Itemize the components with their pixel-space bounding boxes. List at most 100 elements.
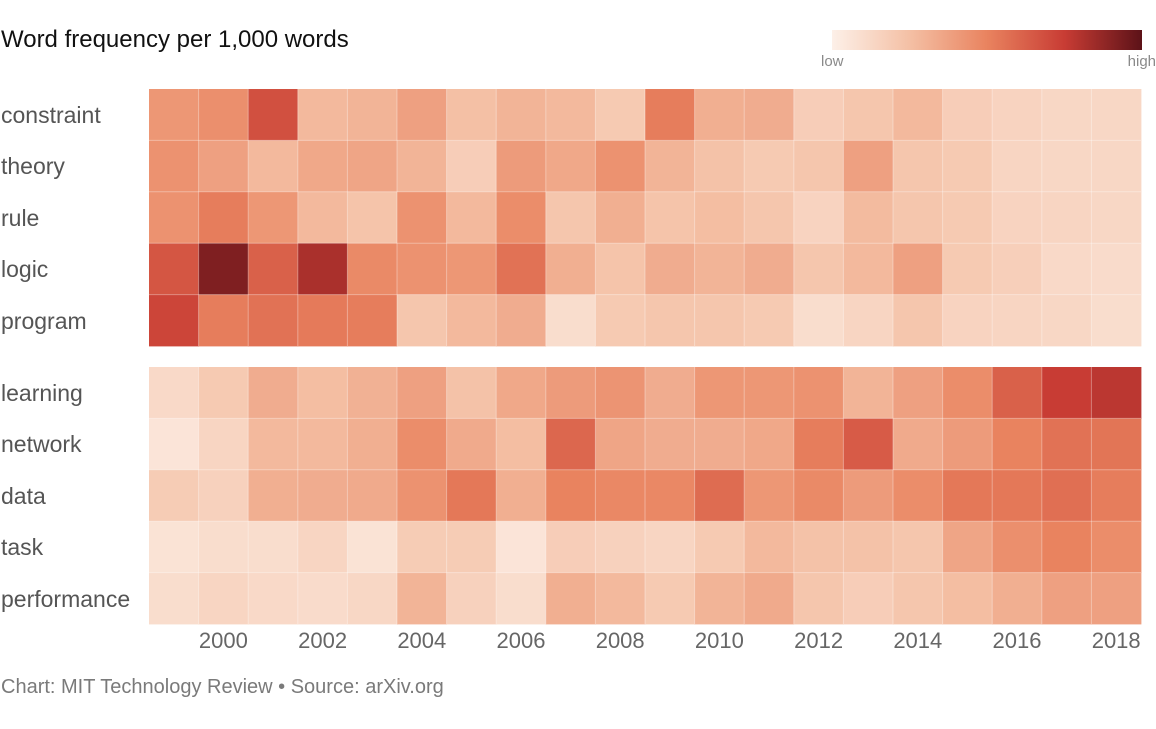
- x-tick-label-2006: 2006: [496, 628, 546, 653]
- row-label-data: data: [1, 482, 46, 509]
- heatmap-cell-logic-2014: [893, 243, 943, 295]
- heatmap-cell-rule-2008: [595, 191, 646, 244]
- heatmap-cell-rule-2010: [694, 191, 745, 244]
- heatmap-cell-task-2015: [942, 521, 993, 573]
- heatmap-cell-task-2017: [1041, 521, 1092, 573]
- heatmap-cell-theory-2013: [843, 140, 894, 193]
- heatmap-cell-constraint-2006: [496, 89, 547, 141]
- heatmap-cell-network-2017: [1041, 418, 1092, 471]
- heatmap-cell-task-2008: [595, 521, 646, 573]
- heatmap-cell-program-2009: [645, 294, 695, 347]
- heatmap-cell-rule-2018: [1091, 191, 1142, 244]
- heatmap-cell-task-2006: [496, 521, 547, 573]
- heatmap-cell-logic-1999: [149, 243, 199, 295]
- heatmap-cell-task-2007: [545, 521, 596, 573]
- heatmap-cell-learning-2018: [1091, 367, 1142, 419]
- heatmap-cell-theory-2011: [744, 140, 795, 193]
- heatmap-cell-constraint-2008: [595, 89, 646, 141]
- heatmap-cell-network-2011: [744, 418, 795, 471]
- heatmap-cell-rule-2015: [942, 191, 993, 244]
- chart-title: Word frequency per 1,000 words: [1, 26, 349, 53]
- heatmap-cell-program-2016: [992, 294, 1043, 347]
- heatmap-cell-rule-2003: [347, 191, 398, 244]
- row-label-learning: learning: [1, 380, 83, 406]
- heatmap-cell-data-2003: [347, 469, 398, 522]
- heatmap-cell-program-2007: [545, 294, 596, 347]
- heatmap-cell-constraint-2017: [1041, 89, 1092, 141]
- heatmap-cell-learning-1999: [149, 367, 199, 419]
- heatmap-cell-program-2014: [893, 294, 943, 347]
- heatmap-cell-constraint-2014: [893, 89, 943, 141]
- heatmap-cell-learning-2001: [248, 367, 299, 419]
- heatmap-cell-data-2016: [992, 469, 1043, 522]
- heatmap-cell-logic-2017: [1041, 243, 1092, 295]
- x-tick-label-2008: 2008: [595, 628, 645, 653]
- row-label-performance: performance: [1, 585, 131, 612]
- row-label-constraint: constraint: [1, 102, 101, 128]
- heatmap-cell-logic-2009: [645, 243, 695, 295]
- heatmap-cell-task-2003: [347, 521, 398, 573]
- heatmap-cell-data-2006: [496, 469, 547, 522]
- heatmap-cell-logic-2016: [992, 243, 1043, 295]
- heatmap-cell-performance-2017: [1041, 572, 1092, 625]
- heatmap-cell-task-2004: [397, 521, 447, 573]
- heatmap-cell-logic-2005: [446, 243, 497, 295]
- heatmap-cell-constraint-2005: [446, 89, 497, 141]
- heatmap-cell-task-2012: [793, 521, 844, 573]
- heatmap-cell-theory-2018: [1091, 140, 1142, 193]
- heatmap-cell-performance-2018: [1091, 572, 1142, 625]
- heatmap-cell-network-2000: [198, 418, 249, 471]
- heatmap-cell-theory-2000: [198, 140, 249, 193]
- heatmap-cell-rule-2004: [397, 191, 447, 244]
- heatmap-cell-logic-2012: [793, 243, 844, 295]
- heatmap-cell-logic-2002: [297, 243, 348, 295]
- heatmap-cell-task-2000: [198, 521, 249, 573]
- heatmap-cell-learning-2017: [1041, 367, 1092, 419]
- row-label-rule: rule: [1, 204, 40, 231]
- heatmap-cell-program-2002: [297, 294, 348, 347]
- heatmap-cell-data-2000: [198, 469, 249, 522]
- heatmap-cell-theory-2009: [645, 140, 695, 193]
- heatmap-cell-constraint-2003: [347, 89, 398, 141]
- heatmap-cell-performance-2009: [645, 572, 695, 625]
- heatmap-cell-data-2002: [297, 469, 348, 522]
- legend-gradient-bar: [832, 30, 1142, 50]
- heatmap-cell-theory-2003: [347, 140, 398, 193]
- heatmap-cell-learning-2003: [347, 367, 398, 419]
- heatmap-cell-program-2012: [793, 294, 844, 347]
- heatmap-cell-logic-2003: [347, 243, 398, 295]
- heatmap-cell-task-2010: [694, 521, 745, 573]
- heatmap-cell-data-2009: [645, 469, 695, 522]
- heatmap-cell-data-2015: [942, 469, 993, 522]
- heatmap-cell-network-2009: [645, 418, 695, 471]
- heatmap-cell-performance-2007: [545, 572, 596, 625]
- x-tick-label-2016: 2016: [992, 628, 1042, 653]
- heatmap-cell-learning-2012: [793, 367, 844, 419]
- heatmap-cell-task-2005: [446, 521, 497, 573]
- heatmap-cell-theory-2002: [297, 140, 348, 193]
- heatmap-cell-performance-2008: [595, 572, 646, 625]
- heatmap-cell-rule-2012: [793, 191, 844, 244]
- heatmap-cell-learning-2009: [645, 367, 695, 419]
- heatmap-cell-constraint-2009: [645, 89, 695, 141]
- heatmap-cell-task-2011: [744, 521, 795, 573]
- heatmap-cell-logic-2011: [744, 243, 795, 295]
- heatmap-cell-network-2004: [397, 418, 447, 471]
- heatmap-cell-network-2007: [545, 418, 596, 471]
- heatmap-cell-network-2015: [942, 418, 993, 471]
- heatmap-cell-performance-2011: [744, 572, 795, 625]
- heatmap-cell-logic-2007: [545, 243, 596, 295]
- heatmap-cell-performance-2006: [496, 572, 547, 625]
- legend-low-label: low: [821, 53, 844, 70]
- heatmap-cell-theory-1999: [149, 140, 199, 193]
- heatmap-cell-constraint-2011: [744, 89, 795, 141]
- heatmap-cell-performance-2000: [198, 572, 249, 625]
- heatmap-cell-learning-2007: [545, 367, 596, 419]
- heatmap-cell-network-2018: [1091, 418, 1142, 471]
- heatmap-cell-logic-2010: [694, 243, 745, 295]
- heatmap-cell-rule-2005: [446, 191, 497, 244]
- heatmap-cell-constraint-2012: [793, 89, 844, 141]
- heatmap-cell-rule-2014: [893, 191, 943, 244]
- heatmap-cell-task-2016: [992, 521, 1043, 573]
- heatmap-cell-performance-2012: [793, 572, 844, 625]
